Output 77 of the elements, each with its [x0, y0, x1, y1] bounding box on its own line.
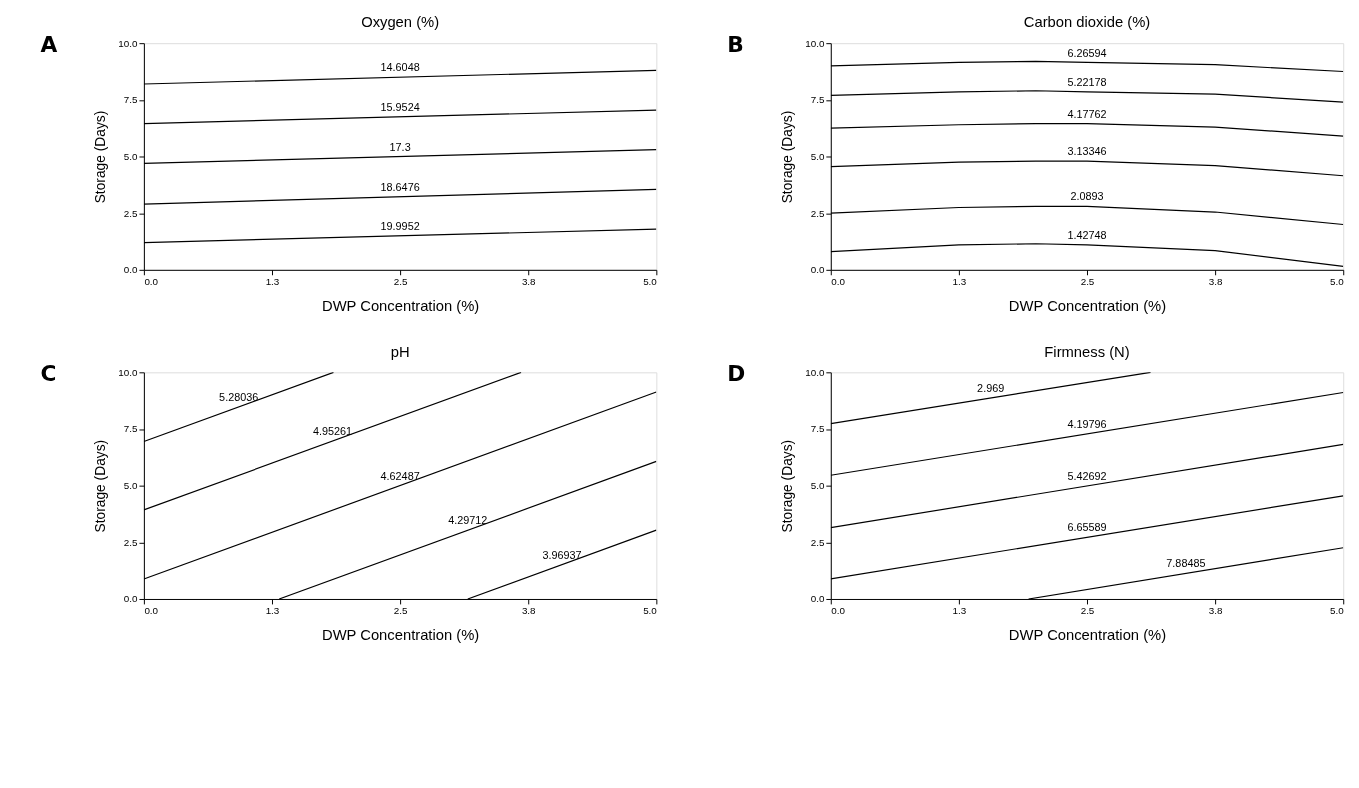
series-label: 15.9524 [380, 100, 420, 113]
x-tick-label: 3.8 [521, 276, 537, 288]
series-label: 19.9952 [380, 219, 420, 232]
x-axis-title: DWP Concentration (%) [1008, 626, 1167, 643]
series-label: 3.13346 [1067, 145, 1107, 158]
series-label: 7.88485 [1166, 557, 1206, 570]
x-tick-label: 5.0 [643, 605, 658, 617]
series-label: 2.0893 [1070, 190, 1104, 203]
y-tick-label: 10.0 [805, 37, 825, 49]
y-tick-label: 10.0 [805, 366, 825, 378]
x-tick-label: 0.0 [831, 276, 846, 288]
y-tick-label: 0.0 [810, 264, 825, 276]
series-label: 4.19796 [1067, 417, 1107, 430]
series-label: 5.28036 [219, 390, 259, 403]
series-label: 14.6048 [380, 61, 420, 74]
series-label: 4.29712 [448, 514, 488, 527]
x-tick-label: 1.3 [265, 276, 280, 288]
y-axis-title: Storage (Days) [93, 439, 109, 533]
series-label: 4.17762 [1067, 107, 1107, 120]
x-tick-label: 5.0 [1330, 605, 1345, 617]
x-tick-label: 1.3 [265, 605, 280, 617]
chart-title: Firmness (N) [1044, 343, 1130, 360]
series-label: 3.96937 [542, 548, 582, 561]
series-label: 18.6476 [380, 180, 420, 193]
text: C [40, 361, 57, 387]
y-tick-label: 5.0 [810, 150, 825, 162]
x-tick-label: 1.3 [952, 605, 967, 617]
y-tick-label: 5.0 [123, 150, 138, 162]
text: D [727, 361, 746, 387]
x-tick-label: 2.5 [393, 276, 408, 288]
x-tick-label: 3.8 [1208, 276, 1223, 288]
series-label: 5.42692 [1067, 470, 1107, 483]
series-label: 5.22178 [1067, 75, 1107, 88]
y-tick-label: 5.0 [123, 480, 138, 492]
x-tick-label: 3.8 [521, 605, 537, 617]
chart-title: Carbon dioxide (%) [1023, 14, 1151, 31]
x-tick-label: 2.5 [1080, 605, 1095, 617]
x-tick-label: 1.3 [952, 276, 967, 288]
y-tick-label: 0.0 [123, 593, 138, 605]
series-label: 2.969 [977, 382, 1005, 395]
y-tick-label: 2.5 [123, 207, 138, 219]
y-tick-label: 0.0 [810, 593, 825, 605]
y-tick-label: 7.5 [810, 423, 825, 435]
chart-title: Oxygen (%) [361, 14, 440, 31]
x-tick-label: 3.8 [1208, 605, 1223, 617]
y-tick-label: 5.0 [810, 480, 825, 492]
series-label: 6.26594 [1067, 46, 1107, 59]
y-tick-label: 2.5 [810, 207, 825, 219]
y-axis-title: Storage (Days) [93, 110, 109, 204]
chart-title: pH [390, 343, 410, 360]
y-tick-label: 2.5 [123, 536, 138, 548]
y-axis-title: Storage (Days) [780, 110, 796, 204]
x-tick-label: 2.5 [1080, 276, 1095, 288]
y-axis-title: Storage (Days) [780, 439, 796, 533]
series-label: 6.65589 [1067, 521, 1107, 534]
series-label: 4.95261 [312, 425, 353, 438]
x-tick-label: 0.0 [144, 605, 159, 617]
y-tick-label: 7.5 [123, 94, 138, 106]
y-tick-label: 10.0 [118, 37, 138, 49]
text: A [40, 32, 58, 58]
x-tick-label: 0.0 [831, 605, 846, 617]
x-tick-label: 0.0 [144, 276, 159, 288]
series-label: 4.62487 [380, 469, 420, 482]
y-tick-label: 10.0 [118, 366, 138, 378]
y-tick-label: 0.0 [123, 264, 138, 276]
y-tick-label: 7.5 [810, 94, 825, 106]
x-tick-label: 5.0 [643, 276, 658, 288]
y-tick-label: 2.5 [810, 536, 825, 548]
x-axis-title: DWP Concentration (%) [321, 626, 480, 643]
text: B [727, 32, 744, 58]
series-label: 17.3 [389, 140, 411, 153]
series-label: 1.42748 [1067, 228, 1107, 241]
x-tick-label: 5.0 [1330, 276, 1345, 288]
y-tick-label: 7.5 [123, 423, 138, 435]
x-axis-title: DWP Concentration (%) [321, 297, 480, 314]
x-tick-label: 2.5 [393, 605, 408, 617]
x-axis-title: DWP Concentration (%) [1008, 297, 1167, 314]
